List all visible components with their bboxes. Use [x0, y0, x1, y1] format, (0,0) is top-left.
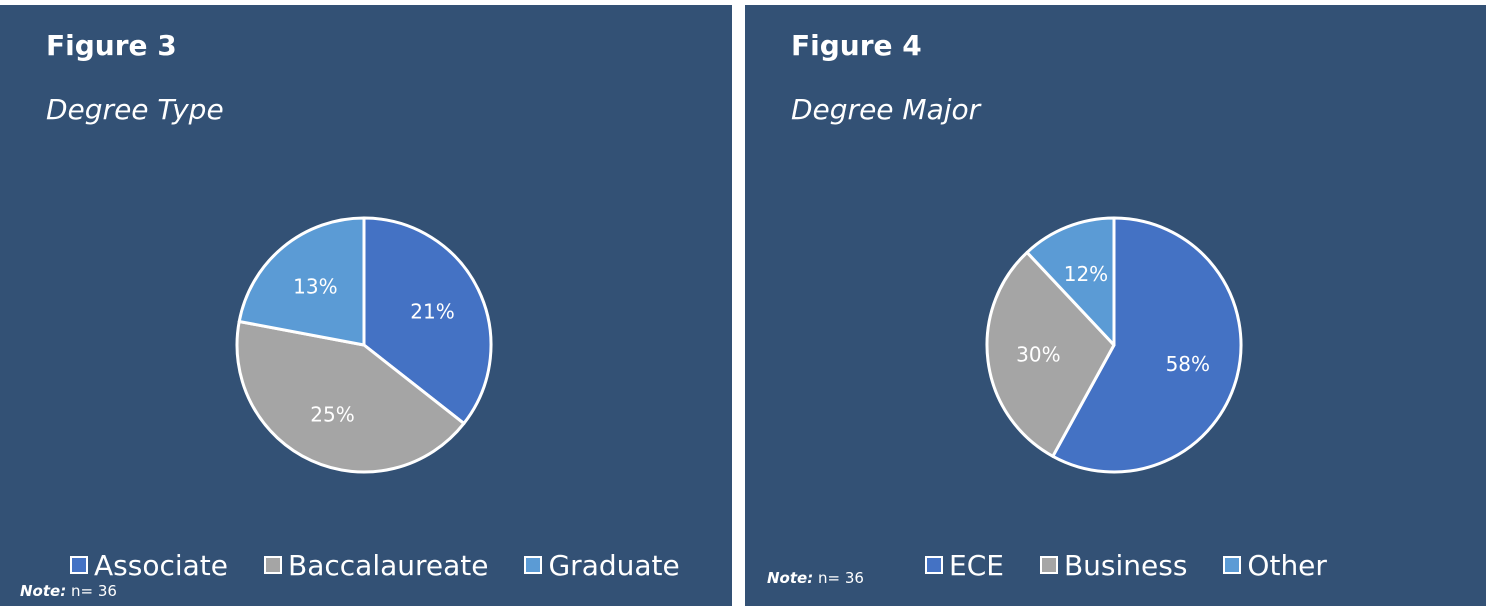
note-label: Note: — [20, 582, 67, 600]
legend-label: Other — [1247, 548, 1327, 582]
figure-3-panel: Figure 3 Degree Type 21% 25% 13% Associate… — [0, 5, 732, 606]
legend-item-graduate: Graduate — [524, 548, 680, 582]
legend-label: Graduate — [548, 548, 680, 582]
sample-note: Note: n= 36 — [767, 569, 864, 587]
pie-chart: 58% 30% 12% — [985, 216, 1243, 474]
legend-swatch — [925, 556, 943, 574]
legend-item-ece: ECE — [925, 549, 1004, 582]
legend-swatch — [264, 556, 282, 574]
note-text: n= 36 — [817, 569, 864, 587]
chart-subtitle: Degree Major — [791, 93, 981, 126]
data-label: 12% — [1064, 262, 1108, 286]
chart-subtitle: Degree Type — [46, 93, 224, 126]
pie-slice-associate — [362, 216, 493, 425]
note-text: n= 36 — [70, 582, 117, 600]
pie-slice-ece — [1051, 216, 1243, 474]
legend-swatch — [1223, 556, 1242, 574]
legend-item-business: Business — [1039, 548, 1188, 582]
legend-label: Associate — [94, 548, 228, 582]
legend-item-baccalaureate: Baccalaureate — [264, 549, 488, 582]
note-label: Note: — [767, 569, 814, 587]
chart-title: Figure 3 — [46, 29, 177, 62]
chart-title: Figure 4 — [791, 29, 922, 62]
data-label: 13% — [293, 274, 337, 298]
legend-label: Baccalaureate — [288, 548, 489, 582]
sample-note: Note: n= 36 — [20, 582, 117, 600]
legend: Associate Baccalaureate Graduate — [70, 545, 680, 585]
pie-chart: 21% 25% 13% — [235, 216, 493, 474]
pie-slice-baccalaureate — [235, 319, 466, 474]
data-label: 30% — [1016, 343, 1060, 367]
legend: ECE Business Other — [925, 545, 1327, 585]
legend-swatch — [70, 556, 88, 574]
legend-item-associate: Associate — [70, 549, 228, 582]
legend-swatch — [524, 556, 543, 574]
data-label: 25% — [310, 402, 354, 426]
legend-swatch — [1039, 556, 1058, 574]
data-label: 21% — [410, 300, 454, 324]
data-label: 58% — [1166, 352, 1210, 376]
pie-slice-other — [1025, 216, 1116, 347]
figure-4-panel: Figure 4 Degree Major 58% 30% 12% ECE Busi… — [745, 5, 1486, 606]
pie-slice-graduate — [237, 216, 366, 347]
legend-label: Business — [1063, 548, 1188, 582]
pie-slice-business — [985, 250, 1116, 458]
legend-item-other: Other — [1223, 549, 1327, 582]
legend-label: ECE — [949, 548, 1004, 582]
